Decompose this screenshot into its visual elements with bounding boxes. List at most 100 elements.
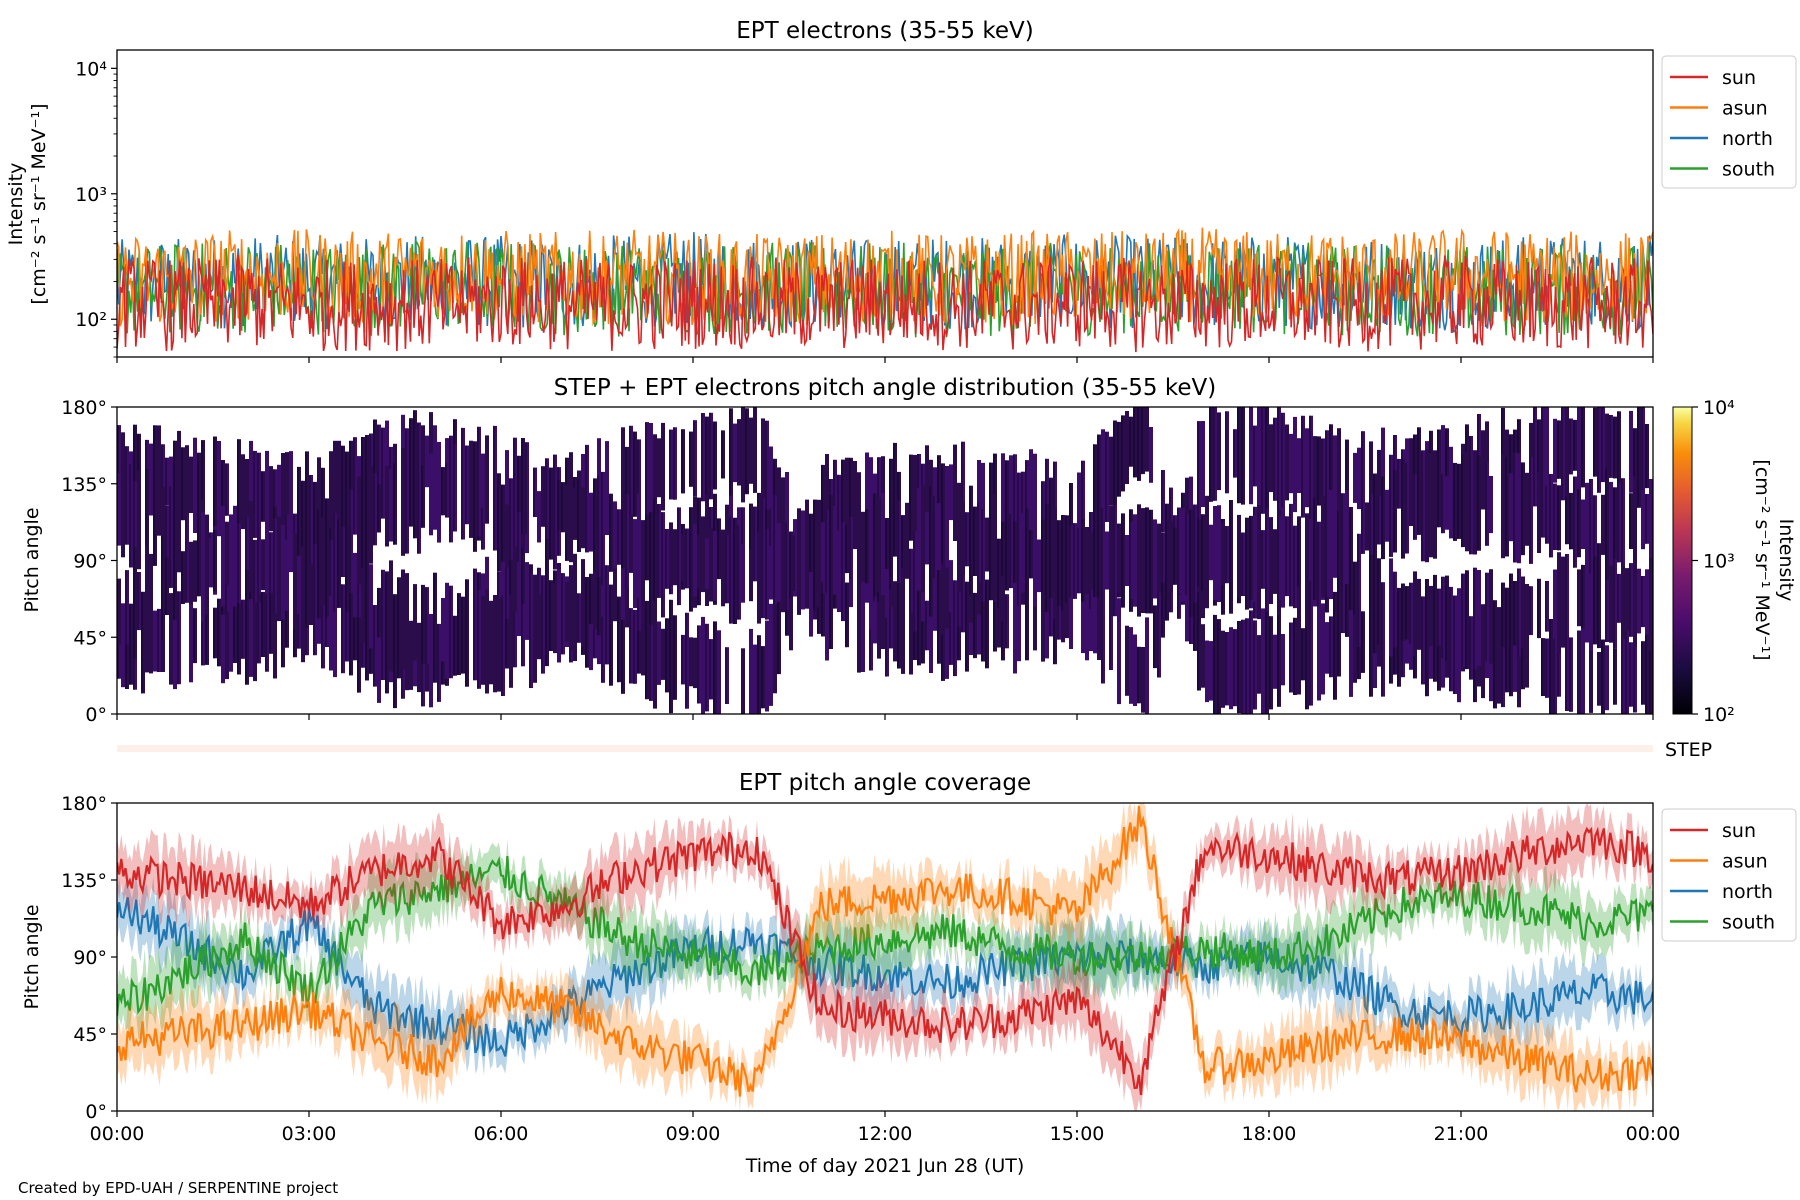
colorbar-tick-label: 10³	[1703, 551, 1735, 573]
pad-heatmap-cell	[149, 443, 153, 516]
pad-heatmap-panel: STEP + EPT electrons pitch angle distrib…	[21, 375, 1797, 726]
pad-heatmap-cell	[1437, 429, 1441, 528]
pad-heatmap-cell	[881, 590, 885, 649]
pad-heatmap-cell	[1629, 642, 1633, 707]
pad-heatmap-cell	[1417, 479, 1421, 534]
pad-heatmap-cell	[777, 467, 781, 534]
pad-heatmap-cell	[1317, 521, 1321, 574]
pad-heatmap-cell	[749, 503, 753, 586]
pad-heatmap-cell	[933, 537, 937, 631]
pad-heatmap-cell	[909, 572, 913, 675]
pad-heatmap-cell	[645, 600, 649, 700]
pad-heatmap-cell	[457, 593, 461, 675]
pad-heatmap-cell	[273, 518, 277, 614]
pad-heatmap-cell	[1205, 495, 1209, 609]
pad-heatmap-cell	[569, 568, 573, 651]
pad-heatmap-cell	[821, 586, 825, 637]
pad-heatmap-cell	[181, 447, 185, 521]
pad-heatmap-cell	[1581, 407, 1585, 488]
pad-heatmap-cell	[1533, 407, 1537, 507]
pad-heatmap-cell	[493, 595, 497, 693]
pad-heatmap-cell	[1153, 519, 1157, 599]
pad-heatmap-cell	[277, 464, 281, 537]
pad-heatmap-cell	[853, 461, 857, 550]
pad-heatmap-cell	[297, 555, 301, 615]
pad-heatmap-cell	[313, 496, 317, 568]
pad-heatmap-cell	[569, 452, 573, 563]
pad-heatmap-cell	[593, 564, 597, 629]
pad-heatmap-cell	[933, 496, 937, 579]
pad-heatmap-cell	[181, 551, 185, 604]
pad-heatmap-cell	[221, 580, 225, 684]
pad-heatmap-cell	[409, 620, 413, 690]
pad-heatmap-y-ticks: 0° 45° 90° 135° 180°	[61, 397, 117, 726]
pad-heatmap-cell	[633, 431, 637, 517]
pad-heatmap-cell	[137, 572, 141, 631]
pad-heatmap-cell	[805, 499, 809, 609]
pad-heatmap-cell	[689, 507, 693, 612]
pad-heatmap-cell	[1025, 460, 1029, 548]
pad-heatmap-cell	[449, 585, 453, 679]
pad-heatmap-cell	[681, 429, 685, 494]
pad-heatmap-cell	[517, 455, 521, 512]
pad-heatmap-cell	[245, 572, 249, 685]
pad-heatmap-cell	[1309, 598, 1313, 706]
pad-heatmap-cell	[821, 522, 825, 582]
pad-heatmap-cell	[789, 531, 793, 598]
pad-heatmap-cell	[1317, 436, 1321, 506]
intensity-y-tick-label: 10⁴	[75, 58, 107, 80]
pad-heatmap-cell	[165, 557, 169, 615]
pad-heatmap-cell	[197, 541, 201, 597]
pad-heatmap-cell	[749, 417, 753, 484]
pad-heatmap-cell	[1617, 482, 1621, 563]
pad-heatmap-cell	[1409, 438, 1413, 526]
pad-heatmap-cell	[1561, 556, 1565, 648]
pad-heatmap-cell	[1545, 638, 1549, 698]
pad-heatmap-cell	[1413, 474, 1417, 540]
pad-heatmap-cell	[461, 427, 465, 540]
pad-heatmap-cell	[273, 469, 277, 531]
pad-heatmap-cell	[125, 570, 129, 645]
pad-heatmap-cell	[1621, 637, 1625, 714]
pad-heatmap-cell	[173, 543, 177, 620]
pad-heatmap-cell	[337, 440, 341, 548]
pad-heatmap-cell	[653, 434, 657, 504]
pad-heatmap-cell	[381, 427, 385, 519]
pad-heatmap-cell	[433, 457, 437, 530]
pad-heatmap-cell	[753, 644, 757, 714]
pad-heatmap-cell	[1389, 470, 1393, 557]
pad-heatmap-cell	[1537, 419, 1541, 491]
pad-heatmap-cell	[249, 501, 253, 593]
pad-heatmap-cell	[1005, 460, 1009, 540]
pad-heatmap-cell	[329, 574, 333, 671]
pad-heatmap-cell	[1125, 625, 1129, 696]
pad-heatmap-cell	[537, 491, 541, 543]
pad-heatmap-cell	[1293, 525, 1297, 609]
pad-heatmap-cell	[669, 599, 673, 714]
pad-heatmap-cell	[1421, 451, 1425, 562]
pad-heatmap-cell	[773, 458, 777, 522]
pad-heatmap-cell	[1177, 517, 1181, 594]
pad-heatmap-cell	[1093, 444, 1097, 545]
pad-heatmap-cell	[997, 538, 1001, 608]
pad-heatmap-cell	[1549, 619, 1553, 714]
pad-heatmap-cell	[1137, 407, 1141, 481]
pad-heatmap-cell	[313, 543, 317, 635]
pad-heatmap-cell	[1297, 438, 1301, 493]
pad-heatmap-cell	[1277, 516, 1281, 601]
pad-heatmap-cell	[549, 589, 553, 651]
pad-heatmap-cell	[765, 420, 769, 519]
pad-heatmap-cell	[353, 437, 357, 535]
pad-heatmap-cell	[773, 594, 777, 694]
pad-heatmap-cell	[1281, 412, 1285, 510]
pad-heatmap-cell	[409, 473, 413, 527]
intensity-y-tick-label: 10²	[75, 309, 107, 331]
pad-heatmap-cell	[673, 615, 677, 700]
pad-heatmap-cell	[1125, 535, 1129, 586]
pad-heatmap-cell	[825, 510, 829, 593]
x-tick-label: 15:00	[1050, 1123, 1105, 1145]
pad-heatmap-cell	[237, 543, 241, 603]
pad-heatmap-cell	[1353, 561, 1357, 615]
pad-heatmap-cell	[193, 437, 197, 533]
pad-heatmap-cell	[1053, 508, 1057, 620]
